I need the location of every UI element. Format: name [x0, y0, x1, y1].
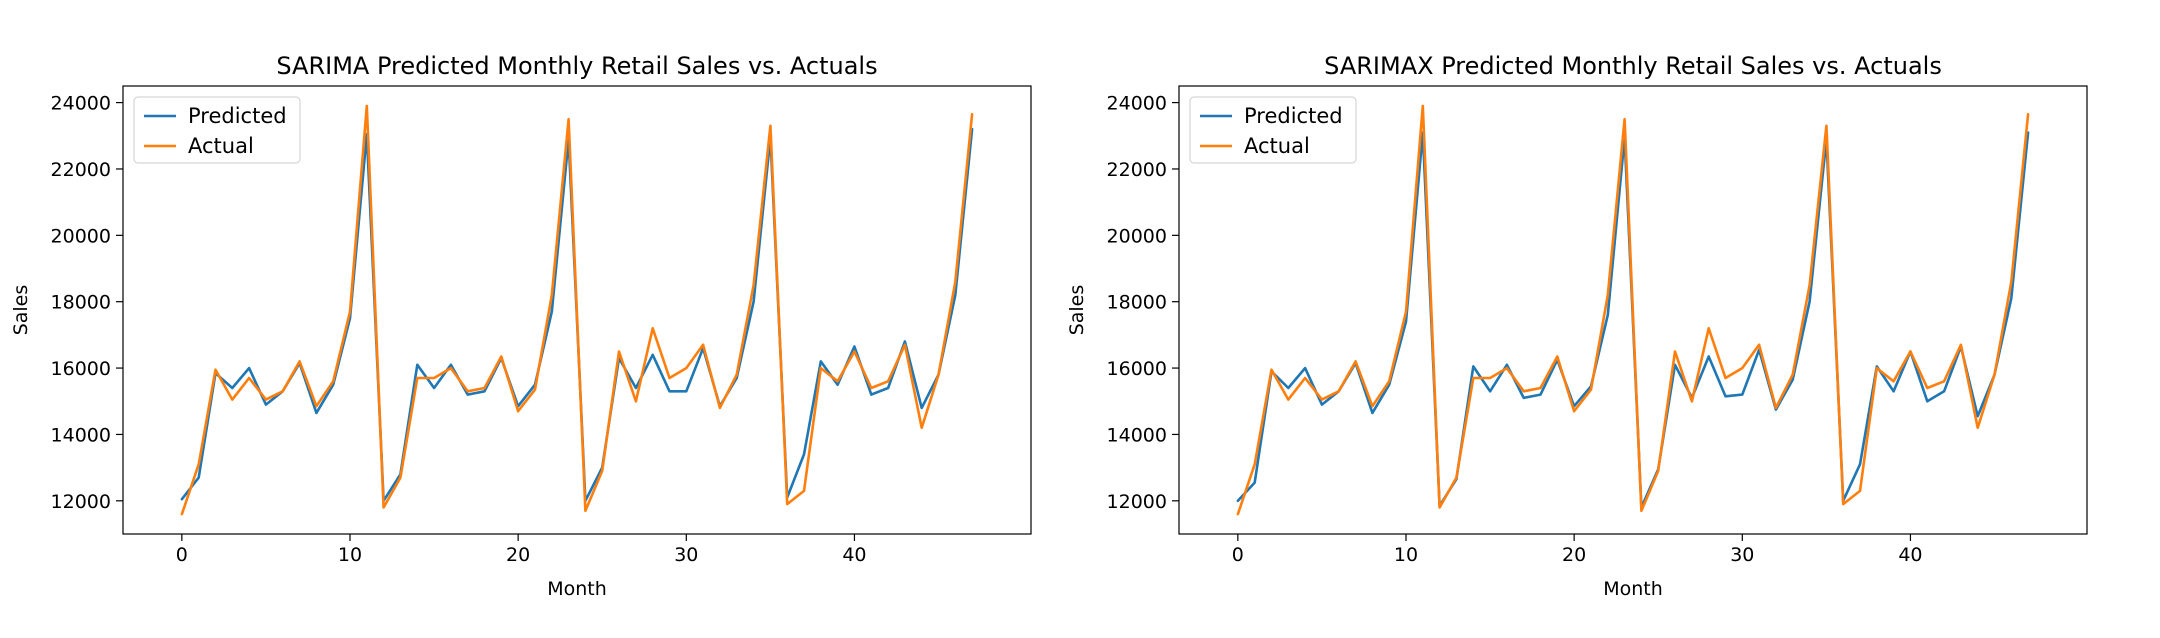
- x-tick-label: 10: [1394, 544, 1418, 566]
- legend-label-predicted: Predicted: [188, 104, 287, 128]
- series-layer: [180, 104, 974, 516]
- sarima-chart: SARIMA Predicted Monthly Retail Sales vs…: [10, 52, 1032, 600]
- sarimax-chart: SARIMAX Predicted Monthly Retail Sales v…: [1066, 52, 2088, 600]
- x-tick-label: 20: [506, 544, 530, 566]
- x-tick-label: 30: [1730, 544, 1754, 566]
- x-tick-label: 10: [338, 544, 362, 566]
- x-tick-label: 40: [1898, 544, 1922, 566]
- y-tick-label: 16000: [1107, 358, 1167, 380]
- y-axis-label: Sales: [1066, 285, 1088, 336]
- y-tick-label: 20000: [1107, 225, 1167, 247]
- legend-label-actual: Actual: [188, 134, 254, 158]
- axis-ticks: 0 10 20 30 40 12000 14000 16000 18000 20000 22000 2…: [51, 93, 867, 566]
- series-line-actual: [180, 104, 974, 516]
- legend-label-actual: Actual: [1244, 134, 1310, 158]
- series-layer: [1236, 104, 2030, 516]
- x-tick-label: 30: [674, 544, 698, 566]
- y-tick-label: 12000: [51, 491, 111, 513]
- chart-title: SARIMA Predicted Monthly Retail Sales vs…: [276, 52, 877, 80]
- y-tick-label: 18000: [1107, 292, 1167, 314]
- plot-frame: [1178, 85, 2088, 535]
- axis-ticks: 0 10 20 30 40 12000 14000 16000 18000 20000 22000 2…: [1107, 93, 1923, 566]
- y-tick-label: 22000: [51, 159, 111, 181]
- series-line-actual: [1236, 104, 2030, 516]
- x-tick-label: 40: [842, 544, 866, 566]
- y-tick-label: 22000: [1107, 159, 1167, 181]
- x-axis-label: Month: [547, 578, 607, 600]
- y-tick-label: 24000: [1107, 93, 1167, 115]
- legend: Predicted Actual: [133, 96, 301, 164]
- legend-label-predicted: Predicted: [1244, 104, 1343, 128]
- y-tick-label: 20000: [51, 225, 111, 247]
- y-axis-label: Sales: [10, 285, 32, 336]
- chart-title: SARIMAX Predicted Monthly Retail Sales v…: [1324, 52, 1942, 80]
- y-tick-label: 18000: [51, 292, 111, 314]
- y-tick-label: 14000: [51, 424, 111, 446]
- y-tick-label: 16000: [51, 358, 111, 380]
- legend: Predicted Actual: [1189, 96, 1357, 164]
- y-tick-label: 14000: [1107, 424, 1167, 446]
- x-tick-label: 20: [1562, 544, 1586, 566]
- y-tick-label: 24000: [51, 93, 111, 115]
- plot-frame: [122, 85, 1032, 535]
- x-axis-label: Month: [1603, 578, 1663, 600]
- x-tick-label: 0: [176, 544, 188, 566]
- x-tick-label: 0: [1232, 544, 1244, 566]
- y-tick-label: 12000: [1107, 491, 1167, 513]
